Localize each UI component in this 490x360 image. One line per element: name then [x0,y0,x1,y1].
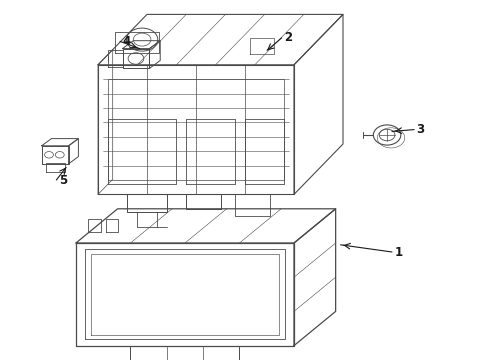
Text: 1: 1 [394,246,403,258]
Text: 2: 2 [284,31,293,44]
Text: 4: 4 [122,35,131,48]
Text: 3: 3 [416,123,425,136]
Text: 5: 5 [59,174,67,186]
